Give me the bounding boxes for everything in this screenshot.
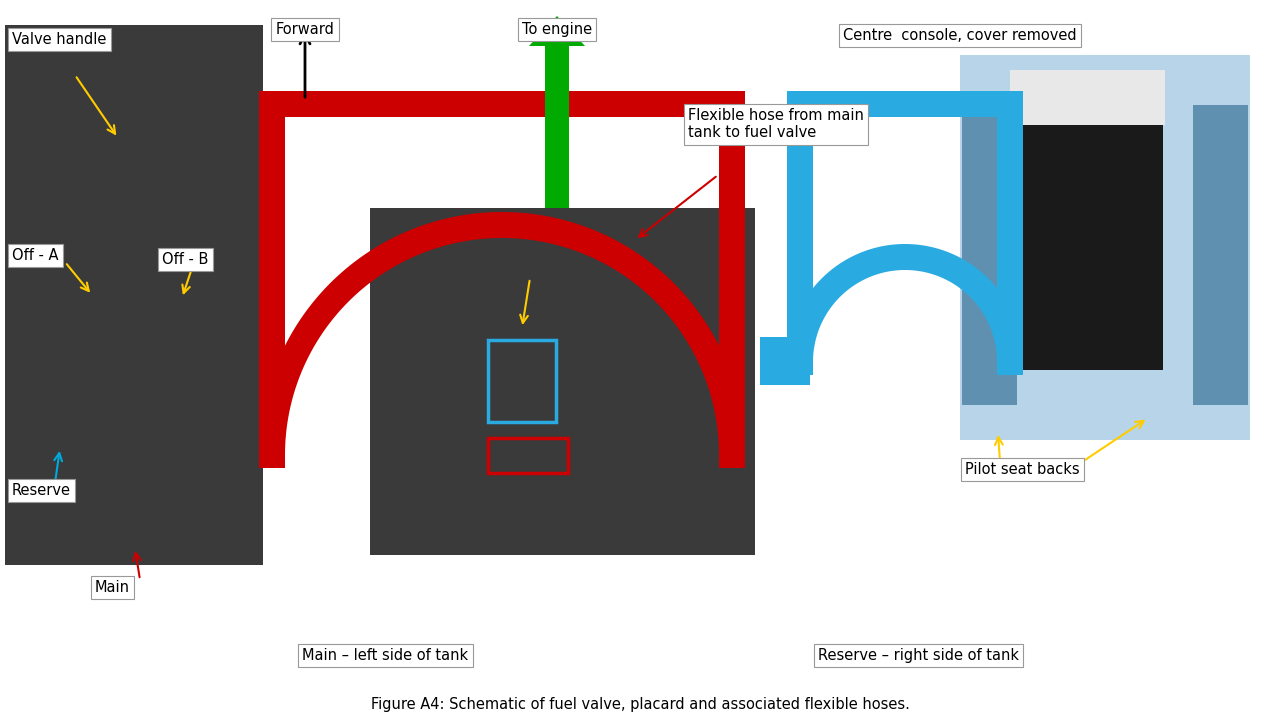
Bar [488, 340, 556, 422]
Text: Centre  console, cover removed: Centre console, cover removed [844, 28, 1076, 43]
Bar [545, 46, 570, 208]
Text: Off - B: Off - B [163, 252, 209, 267]
Bar [719, 104, 745, 455]
Bar [787, 104, 813, 362]
Bar [760, 337, 810, 385]
Bar [259, 104, 285, 455]
Text: Flexible hose from main
tank to fuel valve: Flexible hose from main tank to fuel val… [689, 108, 864, 140]
Text: To engine: To engine [522, 22, 593, 37]
Text: Valve handle: Valve handle [12, 32, 106, 47]
Bar [488, 438, 568, 473]
Bar [997, 104, 1023, 362]
Polygon shape [529, 16, 585, 46]
Text: Figure A4: Schematic of fuel valve, placard and associated flexible hoses.: Figure A4: Schematic of fuel valve, plac… [371, 697, 909, 712]
Polygon shape [787, 244, 1023, 362]
Bar [960, 55, 1251, 440]
Bar [787, 349, 813, 375]
Bar [5, 25, 262, 565]
Bar [787, 91, 1023, 117]
Bar [1193, 105, 1248, 405]
Text: Main – left side of tank: Main – left side of tank [302, 648, 468, 663]
Bar [719, 442, 745, 468]
Polygon shape [259, 212, 745, 455]
Bar [370, 208, 755, 555]
Text: Main: Main [95, 580, 131, 595]
Bar [259, 91, 745, 117]
Bar [997, 349, 1023, 375]
Bar [1018, 75, 1164, 370]
Bar [1010, 70, 1165, 125]
Text: Reserve – right side of tank: Reserve – right side of tank [818, 648, 1019, 663]
Text: Pilot seat backs: Pilot seat backs [965, 462, 1079, 477]
Text: Off - A: Off - A [12, 248, 59, 263]
Bar [259, 442, 285, 468]
Text: Reserve: Reserve [12, 483, 70, 498]
Bar [963, 105, 1018, 405]
Text: Forward: Forward [275, 22, 334, 37]
